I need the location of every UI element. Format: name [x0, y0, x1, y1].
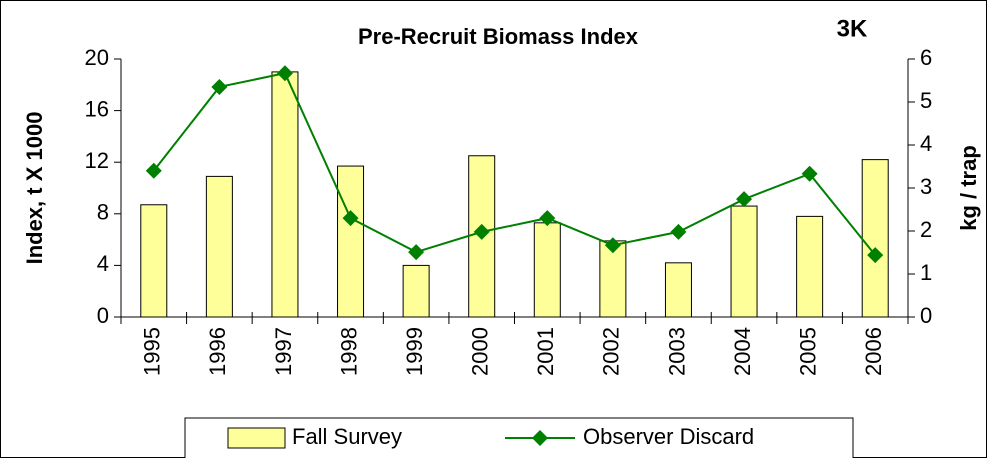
x-tick-label: 2006 — [861, 327, 886, 376]
x-tick-label: 1995 — [140, 327, 165, 376]
bar — [861, 159, 889, 318]
marker — [867, 247, 884, 264]
x-tick-label: 2001 — [533, 327, 558, 376]
bar — [402, 264, 430, 318]
marker — [211, 78, 228, 95]
line — [153, 72, 876, 256]
annotation: 3K — [837, 15, 868, 42]
marker — [408, 244, 425, 261]
x-tick-label: 1999 — [402, 327, 427, 376]
marker — [276, 65, 293, 82]
bar — [337, 165, 365, 318]
bar — [599, 240, 627, 318]
y2-tick-label: 1 — [920, 260, 932, 285]
x-tick-label: 1998 — [336, 327, 361, 376]
y2-tick-label: 5 — [920, 88, 932, 113]
marker — [473, 223, 490, 240]
y-tick-label: 4 — [97, 251, 109, 276]
bar — [730, 205, 758, 318]
y2-axis-label: kg / trap — [956, 145, 981, 231]
marker — [801, 165, 818, 182]
bar — [664, 262, 692, 318]
legend-label: Observer Discard — [583, 424, 754, 449]
x-tick-label: 2004 — [730, 327, 755, 376]
y-tick-label: 8 — [97, 200, 109, 225]
y2-tick-label: 6 — [920, 45, 932, 70]
y-tick-label: 20 — [85, 45, 109, 70]
legend-marker — [532, 430, 548, 446]
y-tick-label: 16 — [85, 96, 109, 121]
y2-tick-label: 3 — [920, 174, 932, 199]
bar — [271, 71, 299, 318]
y-tick-label: 0 — [97, 303, 109, 328]
y-axis-label: Index, t X 1000 — [22, 112, 47, 265]
marker — [342, 210, 359, 227]
x-tick-label: 1997 — [271, 327, 296, 376]
x-tick-label: 2003 — [664, 327, 689, 376]
chart-title: Pre-Recruit Biomass Index — [358, 24, 639, 49]
bar — [533, 222, 561, 318]
legend-swatch — [227, 427, 286, 449]
marker — [670, 223, 687, 240]
legend-label: Fall Survey — [292, 424, 402, 449]
marker — [539, 210, 556, 227]
y-tick-label: 12 — [85, 148, 109, 173]
bar — [796, 215, 824, 318]
x-tick-label: 2002 — [599, 327, 624, 376]
y2-tick-label: 2 — [920, 217, 932, 242]
x-tick-label: 2005 — [795, 327, 820, 376]
y2-tick-label: 0 — [920, 303, 932, 328]
marker — [604, 237, 621, 254]
x-tick-label: 2000 — [468, 327, 493, 376]
marker — [145, 162, 162, 179]
marker — [736, 191, 753, 208]
bar — [205, 175, 233, 318]
x-tick-label: 1996 — [205, 327, 230, 376]
bar — [140, 204, 168, 318]
y2-tick-label: 4 — [920, 131, 932, 156]
